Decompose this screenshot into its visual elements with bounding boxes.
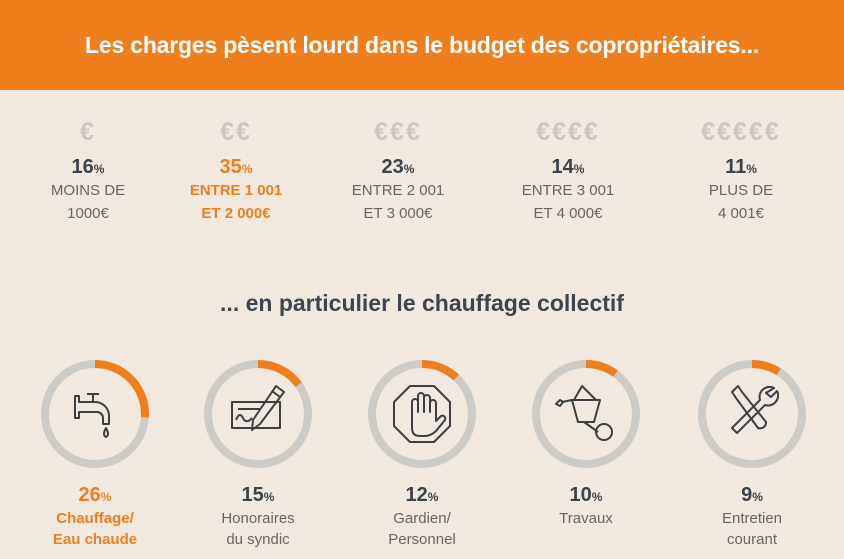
bracket-label-line2: ET 2 000€ xyxy=(201,205,271,222)
category-label-line1: Gardien/ xyxy=(393,510,451,527)
donut-ring xyxy=(368,360,476,468)
category-label-line1: Travaux xyxy=(559,510,613,527)
charge-category: 15% Honoraires du syndic xyxy=(178,354,338,550)
income-bracket: €€ 35% ENTRE 1 001 ET 2 000€ xyxy=(151,118,321,225)
category-label-line2: du syndic xyxy=(226,531,290,548)
category-percent: 9% xyxy=(741,484,763,506)
donut-value-arc xyxy=(41,360,149,468)
stop-hand-icon xyxy=(393,385,451,443)
bracket-label-line1: ENTRE 2 001 xyxy=(351,182,445,199)
bracket-label-line1: MOINS DE xyxy=(50,182,126,199)
charge-category: 9% Entretien courant xyxy=(672,354,832,550)
bracket-label-line2: 1000€ xyxy=(67,205,109,222)
category-percent: 10% xyxy=(569,484,603,506)
header-title: Les charges pèsent lourd dans le budget … xyxy=(85,31,759,58)
euro-icons: €€€€ xyxy=(536,118,600,146)
cheque-pen-icon xyxy=(231,385,285,431)
section-subtitle: ... en particulier le chauffage collecti… xyxy=(220,290,624,316)
donut-track xyxy=(698,360,806,468)
category-label-line2: Eau chaude xyxy=(52,531,138,548)
faucet-icon xyxy=(74,393,110,438)
donut-track xyxy=(532,360,640,468)
donut-track xyxy=(368,360,476,468)
income-bracket: €€€ 23% ENTRE 2 001 ET 3 000€ xyxy=(313,118,483,225)
tools-icon xyxy=(731,385,780,434)
donut-value-arc xyxy=(368,360,476,468)
bracket-label-line1: ENTRE 3 001 xyxy=(521,182,615,199)
bracket-percent: 23% xyxy=(381,156,415,178)
category-percent: 15% xyxy=(241,484,275,506)
category-label-line2: Personnel xyxy=(388,531,456,548)
wheelbarrow-icon xyxy=(555,385,613,441)
donut-value-arc xyxy=(204,360,312,468)
category-label-line1: Chauffage/ xyxy=(56,510,134,527)
bracket-percent: 14% xyxy=(551,156,585,178)
bracket-label-line1: PLUS DE xyxy=(708,182,774,199)
category-label-line1: Entretien xyxy=(721,510,783,527)
donut-ring xyxy=(204,360,312,468)
bracket-percent: 35% xyxy=(219,156,253,178)
income-bracket: €€€€ 14% ENTRE 3 001 ET 4 000€ xyxy=(483,118,653,225)
header-banner: Les charges pèsent lourd dans le budget … xyxy=(0,0,844,90)
donut-ring xyxy=(41,360,149,468)
euro-icons: €€€€€ xyxy=(701,118,781,146)
category-percent: 12% xyxy=(405,484,439,506)
euro-icons: €€ xyxy=(220,118,252,146)
bracket-percent: 11% xyxy=(725,156,757,178)
income-bracket: € 16% MOINS DE 1000€ xyxy=(3,118,173,225)
bracket-label-line2: 4 001€ xyxy=(718,205,764,222)
euro-icons: €€€ xyxy=(374,118,422,146)
bracket-label-line2: ET 4 000€ xyxy=(533,205,603,222)
euro-icons: € xyxy=(80,118,96,146)
bracket-percent: 16% xyxy=(71,156,105,178)
bracket-label-line1: ENTRE 1 001 xyxy=(189,182,283,199)
donut-value-arc xyxy=(532,360,640,468)
donut-ring xyxy=(698,360,806,468)
charge-category: 26% Chauffage/ Eau chaude xyxy=(15,354,175,550)
charge-category: 12% Gardien/ Personnel xyxy=(342,354,502,550)
category-label-line1: Honoraires xyxy=(221,510,295,527)
donut-value-arc xyxy=(698,360,806,468)
charge-category: 10% Travaux xyxy=(506,354,666,529)
category-label-line2: courant xyxy=(726,531,778,548)
donut-ring xyxy=(532,360,640,468)
bracket-label-line2: ET 3 000€ xyxy=(363,205,433,222)
income-bracket: €€€€€ 11% PLUS DE 4 001€ xyxy=(656,118,826,225)
category-percent: 26% xyxy=(78,484,112,506)
